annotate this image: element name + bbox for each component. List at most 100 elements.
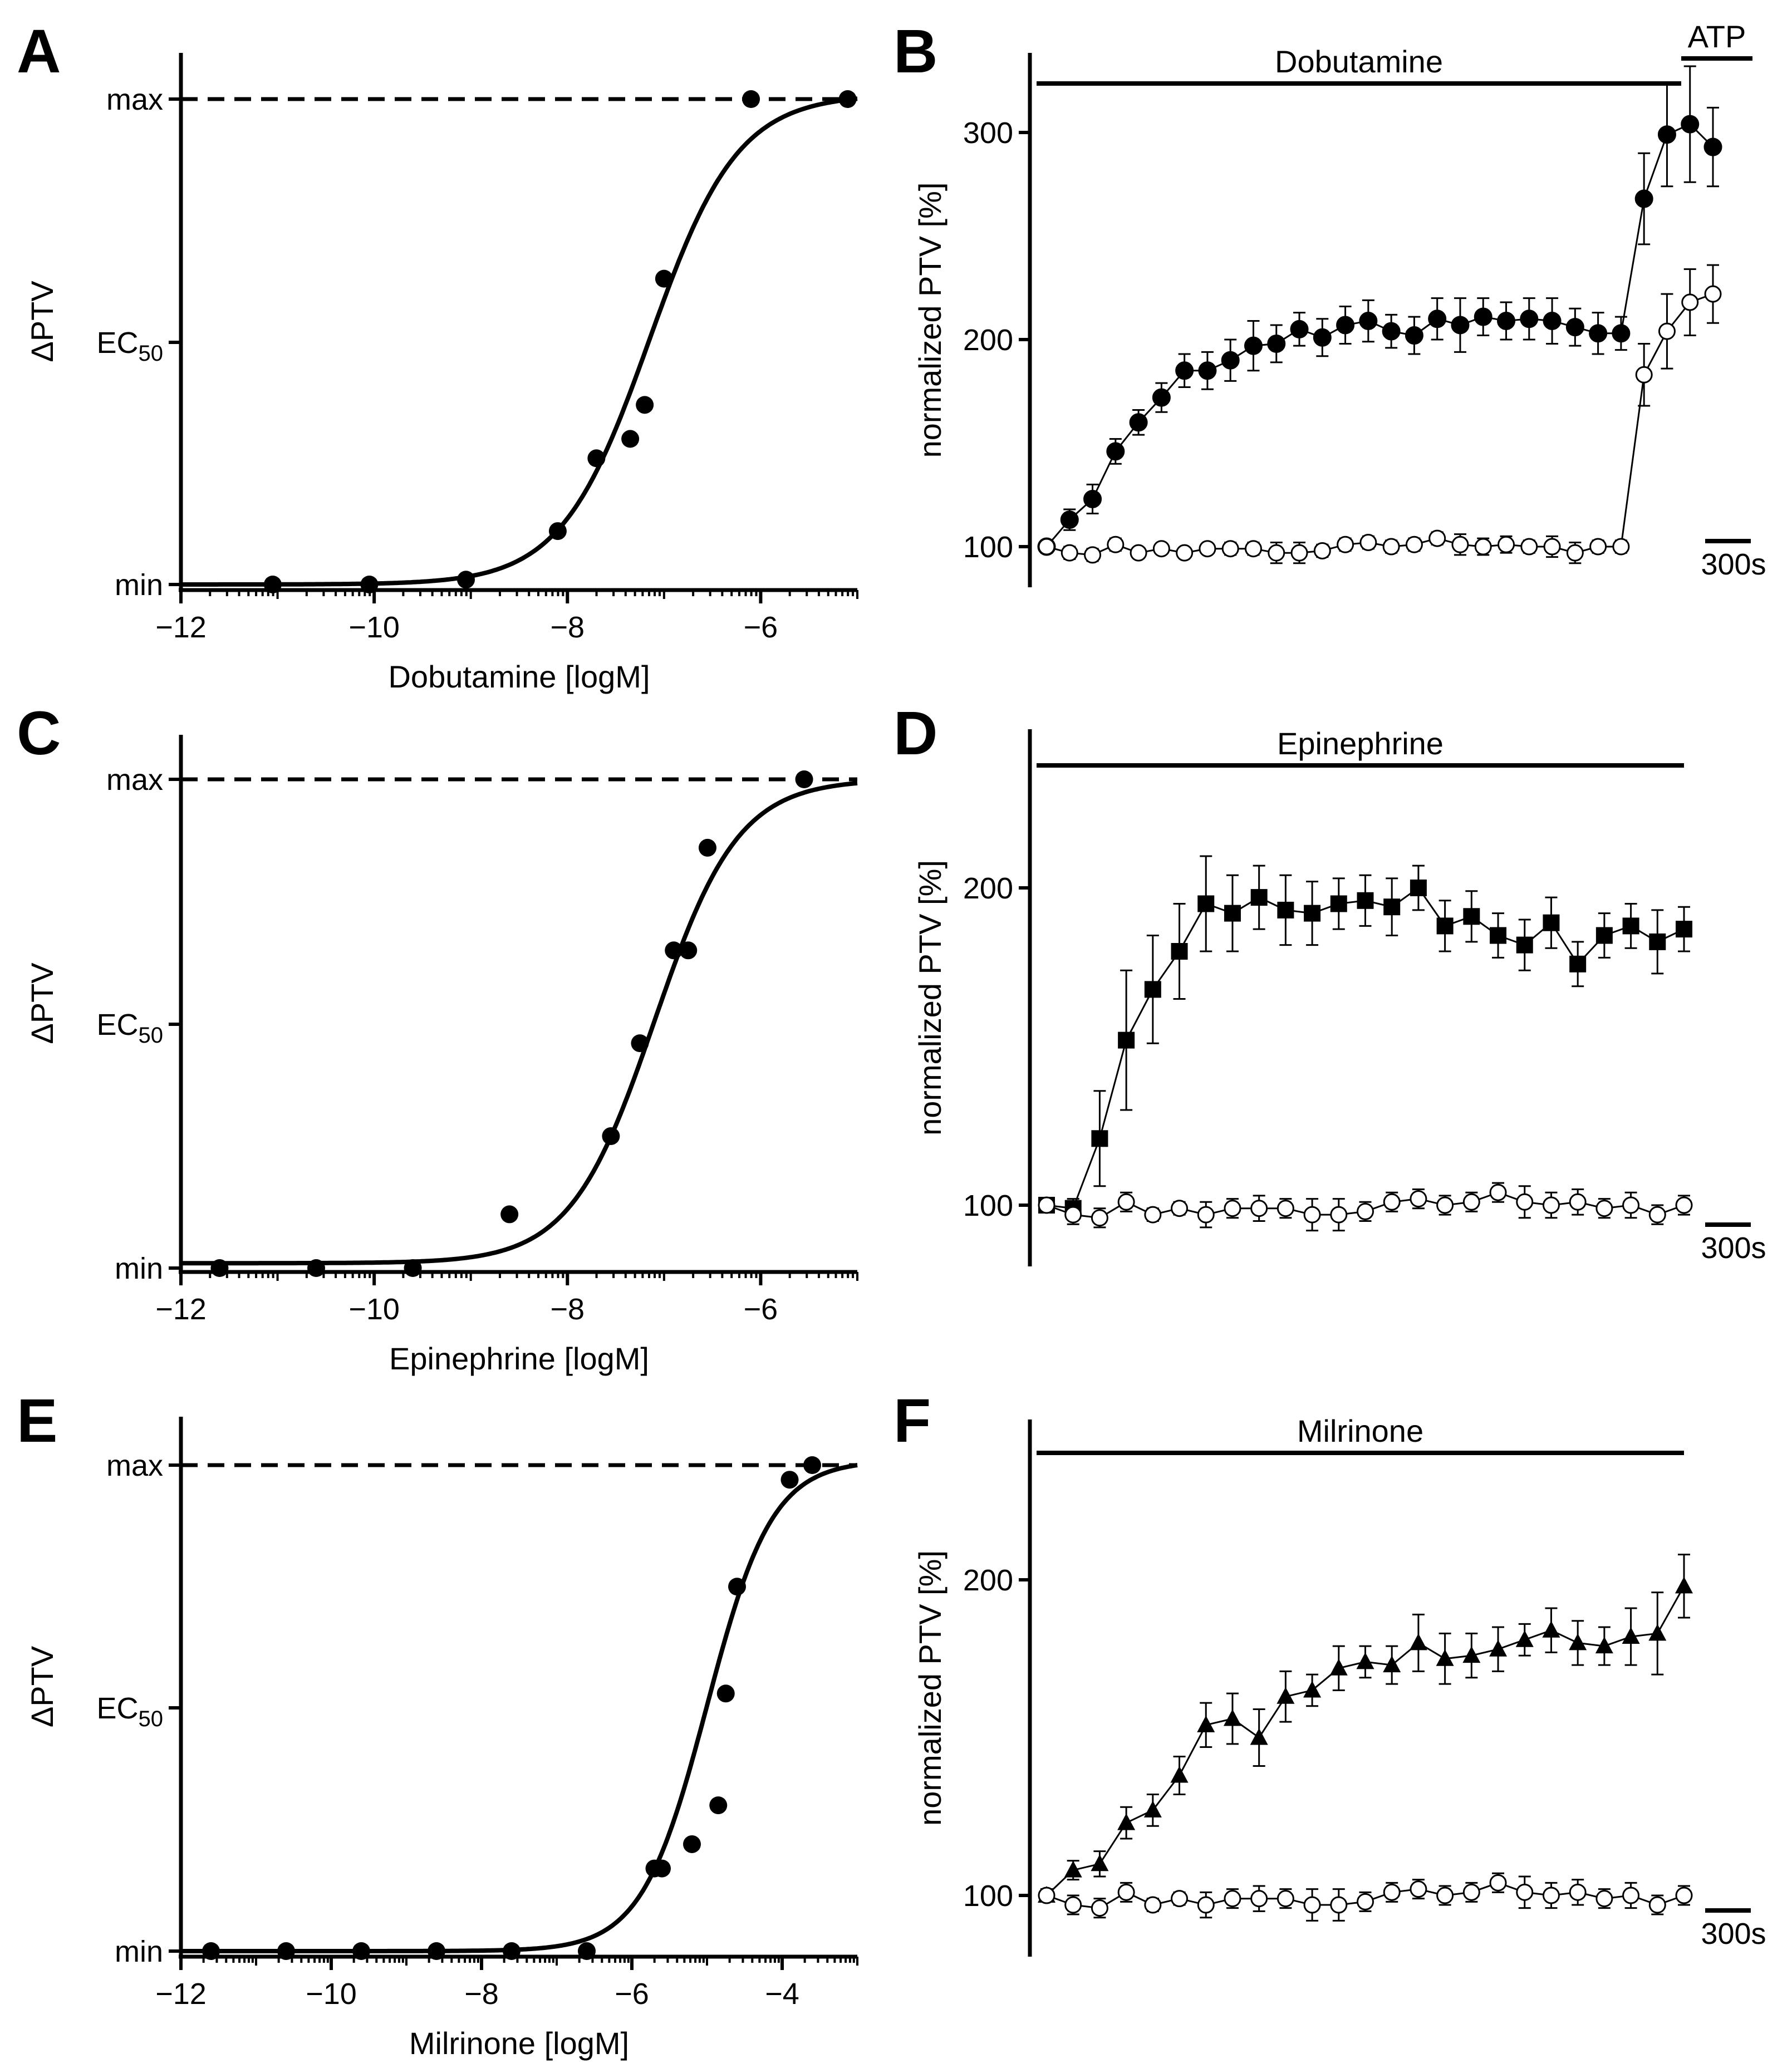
panel-d-data-point-control xyxy=(1038,1196,1055,1214)
panel-d-data-point-epinephrine xyxy=(1676,921,1692,938)
panel-d-data-point-control xyxy=(1436,1196,1454,1214)
panel-c-data-point xyxy=(679,941,698,960)
panel-b-data-point-control xyxy=(1038,538,1055,556)
panel-d-y-label: normalized PTV [%] xyxy=(912,860,947,1136)
panel-a-xtick-label: −6 xyxy=(744,611,778,644)
panel-e-xtick-label: −12 xyxy=(155,1977,207,2011)
panel-b-data-point-dobutamine xyxy=(1382,322,1401,341)
panel-e-dose-response: min max EC50 ΔPTV −12 −10 −8 −6 −4 Milrinone [log… xyxy=(24,1417,858,2061)
panel-d-data-point-epinephrine xyxy=(1622,917,1639,935)
panel-f-series-line-milrinone xyxy=(1045,1585,1685,1897)
panel-f-data-point-control xyxy=(1277,1890,1294,1908)
panel-c-xtick-label: −6 xyxy=(744,1293,778,1326)
panel-a-ytick-label-ec50: EC50 xyxy=(96,326,163,366)
panel-c-xtick-label: −10 xyxy=(348,1293,400,1326)
panel-c-data-point xyxy=(307,1259,325,1277)
panel-e-ytick-label-min: min xyxy=(115,1935,163,1968)
panel-b-data-point-dobutamine xyxy=(1060,510,1079,529)
panel-d-data-point-control xyxy=(1462,1193,1480,1211)
panel-e-data-point xyxy=(709,1796,728,1815)
panel-a-dose-response: min max EC50 ΔPTV −12 −10 −8 −6 Dobutamine [logM… xyxy=(24,53,858,694)
panel-e-data-point xyxy=(780,1471,799,1489)
panel-b-data-point-dobutamine xyxy=(1497,312,1516,331)
panel-f-data-point-control xyxy=(1117,1883,1135,1901)
panel-f-data-point-milrinone xyxy=(1515,1630,1534,1647)
panel-b-data-point-dobutamine xyxy=(1451,316,1470,335)
panel-b-scale-label: 300s xyxy=(1701,548,1766,581)
panel-c-ytick-label-max: max xyxy=(106,763,163,797)
panel-f-data-point-control xyxy=(1303,1896,1321,1914)
panel-d-data-point-control xyxy=(1117,1193,1135,1211)
panel-b-data-point-dobutamine xyxy=(1152,388,1171,407)
panel-a-ytick-label-min: min xyxy=(115,568,163,602)
panel-b-data-point-control xyxy=(1199,540,1216,558)
panel-b-data-point-control xyxy=(1061,544,1078,562)
panel-b-data-point-control xyxy=(1382,538,1400,556)
panel-d-data-point-epinephrine xyxy=(1197,895,1215,912)
panel-a-data-point xyxy=(587,449,606,468)
panel-b-data-point-dobutamine xyxy=(1359,312,1378,331)
panel-b-data-point-control xyxy=(1498,536,1515,553)
panel-f-y-label: normalized PTV [%] xyxy=(912,1550,947,1826)
panel-d-data-point-epinephrine xyxy=(1649,933,1666,950)
panel-e-x-label: Milrinone [logM] xyxy=(409,2026,629,2061)
panel-c-y-label: ΔPTV xyxy=(24,962,60,1044)
panel-f-data-point-milrinone xyxy=(1277,1687,1295,1704)
panel-b-data-point-dobutamine xyxy=(1267,334,1286,353)
panel-d-time-course: 100 200 normalized PTV [%] Epinephrine 300s xyxy=(912,726,1766,1266)
panel-c-data-point xyxy=(500,1205,519,1224)
panel-d-data-point-control xyxy=(1648,1206,1666,1224)
panel-d-data-point-control xyxy=(1144,1206,1162,1224)
panel-d-data-point-control xyxy=(1542,1196,1560,1214)
panel-f-data-point-milrinone xyxy=(1489,1639,1508,1657)
panel-d-data-point-epinephrine xyxy=(1144,981,1161,998)
panel-f-data-point-milrinone xyxy=(1356,1652,1374,1669)
panel-d-data-point-epinephrine xyxy=(1569,955,1587,972)
panel-e-data-point xyxy=(803,1456,821,1474)
panel-b-data-point-dobutamine xyxy=(1612,324,1631,343)
panel-f-data-point-milrinone xyxy=(1409,1633,1427,1651)
panel-d-data-point-control xyxy=(1224,1200,1241,1217)
panel-b-ytick-label: 100 xyxy=(963,530,1013,564)
panel-d-data-point-control xyxy=(1197,1206,1215,1224)
panel-d-data-point-control xyxy=(1489,1183,1507,1201)
panel-f-data-point-milrinone xyxy=(1462,1646,1481,1663)
panel-b-treatment-label: Dobutamine xyxy=(1275,44,1443,79)
panel-d-ytick-label: 200 xyxy=(963,872,1013,905)
panel-e-xtick-label: −4 xyxy=(765,1977,799,2011)
panel-d-series-line-epinephrine xyxy=(1046,886,1685,1210)
panel-f-data-point-control xyxy=(1595,1890,1613,1908)
panel-b-y-label: normalized PTV [%] xyxy=(912,183,947,458)
panel-b-data-point-control xyxy=(1130,544,1147,562)
panel-b-data-point-control xyxy=(1176,544,1194,562)
panel-b-data-point-control xyxy=(1337,536,1354,553)
panel-b-data-point-control xyxy=(1543,538,1561,556)
panel-d-data-point-epinephrine xyxy=(1436,917,1454,935)
panel-f-data-point-milrinone xyxy=(1675,1576,1693,1594)
panel-letter-e: E xyxy=(17,1387,57,1455)
panel-b-data-point-control xyxy=(1428,529,1446,547)
panel-b-data-point-dobutamine xyxy=(1083,489,1102,508)
panel-f-data-point-milrinone xyxy=(1542,1620,1560,1638)
panel-b-data-point-dobutamine xyxy=(1106,442,1125,461)
panel-d-data-point-control xyxy=(1410,1190,1427,1208)
panel-f-data-point-milrinone xyxy=(1064,1860,1082,1878)
panel-f-data-point-milrinone xyxy=(1595,1637,1613,1654)
panel-f-data-point-milrinone xyxy=(1329,1658,1348,1676)
panel-f-data-point-control xyxy=(1462,1883,1480,1901)
panel-f-data-point-milrinone xyxy=(1223,1709,1241,1726)
panel-f-data-point-control xyxy=(1436,1887,1454,1904)
panel-a-fit-curve xyxy=(181,96,858,587)
panel-e-data-point xyxy=(653,1859,671,1878)
panel-c-data-point xyxy=(602,1127,620,1145)
panel-e-xtick-label: −6 xyxy=(615,1977,649,2011)
panel-d-data-point-control xyxy=(1250,1200,1268,1217)
panel-f-data-point-milrinone xyxy=(1170,1766,1189,1783)
panel-f-data-point-control xyxy=(1250,1890,1268,1908)
panel-b-data-point-control xyxy=(1566,544,1584,562)
panel-a-data-point xyxy=(636,396,654,414)
panel-d-data-point-epinephrine xyxy=(1463,908,1480,925)
panel-a-data-point xyxy=(360,576,379,593)
panel-f-data-point-control xyxy=(1197,1896,1215,1914)
panel-b-data-point-control xyxy=(1681,293,1699,311)
